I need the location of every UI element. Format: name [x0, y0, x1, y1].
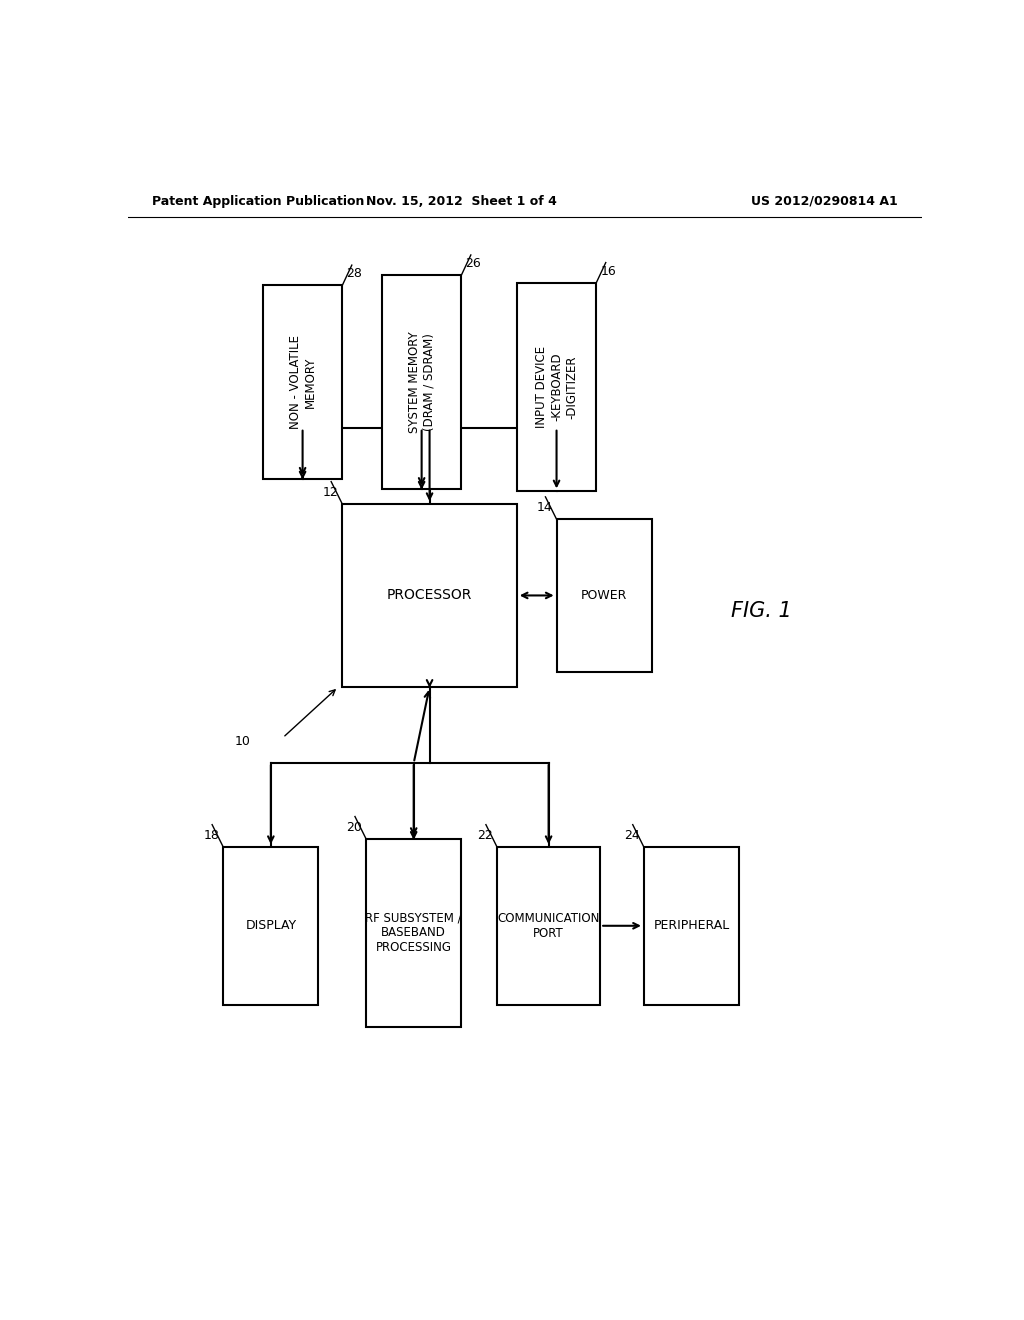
Text: 12: 12: [323, 486, 338, 499]
Bar: [382, 276, 461, 488]
Text: US 2012/0290814 A1: US 2012/0290814 A1: [751, 194, 898, 207]
Text: 14: 14: [537, 502, 553, 515]
Bar: [223, 847, 318, 1005]
Bar: [367, 840, 461, 1027]
Text: RF SUBSYSTEM /
BASEBAND
PROCESSING: RF SUBSYSTEM / BASEBAND PROCESSING: [366, 911, 462, 954]
Text: 10: 10: [236, 735, 251, 748]
Bar: [644, 847, 739, 1005]
Text: FIG. 1: FIG. 1: [731, 601, 792, 620]
Text: 28: 28: [346, 268, 362, 280]
Text: PERIPHERAL: PERIPHERAL: [653, 919, 729, 932]
Text: 16: 16: [600, 265, 616, 277]
Text: 24: 24: [624, 829, 640, 842]
Text: 20: 20: [346, 821, 362, 834]
Text: 22: 22: [477, 829, 494, 842]
Text: SYSTEM MEMORY
(DRAM / SDRAM): SYSTEM MEMORY (DRAM / SDRAM): [408, 331, 435, 433]
Text: 18: 18: [204, 829, 219, 842]
Bar: [263, 285, 342, 479]
Bar: [342, 504, 517, 686]
Text: 26: 26: [465, 257, 481, 271]
Bar: [557, 519, 652, 672]
Text: COMMUNICATION
PORT: COMMUNICATION PORT: [498, 912, 600, 940]
Text: Nov. 15, 2012  Sheet 1 of 4: Nov. 15, 2012 Sheet 1 of 4: [366, 194, 557, 207]
Text: Patent Application Publication: Patent Application Publication: [152, 194, 365, 207]
Text: PROCESSOR: PROCESSOR: [387, 589, 472, 602]
Text: NON - VOLATILE
MEMORY: NON - VOLATILE MEMORY: [289, 335, 316, 429]
Bar: [517, 282, 596, 491]
Bar: [497, 847, 600, 1005]
Text: INPUT DEVICE
-KEYBOARD
-DIGITIZER: INPUT DEVICE -KEYBOARD -DIGITIZER: [536, 346, 578, 428]
Text: POWER: POWER: [581, 589, 628, 602]
Text: DISPLAY: DISPLAY: [246, 919, 296, 932]
